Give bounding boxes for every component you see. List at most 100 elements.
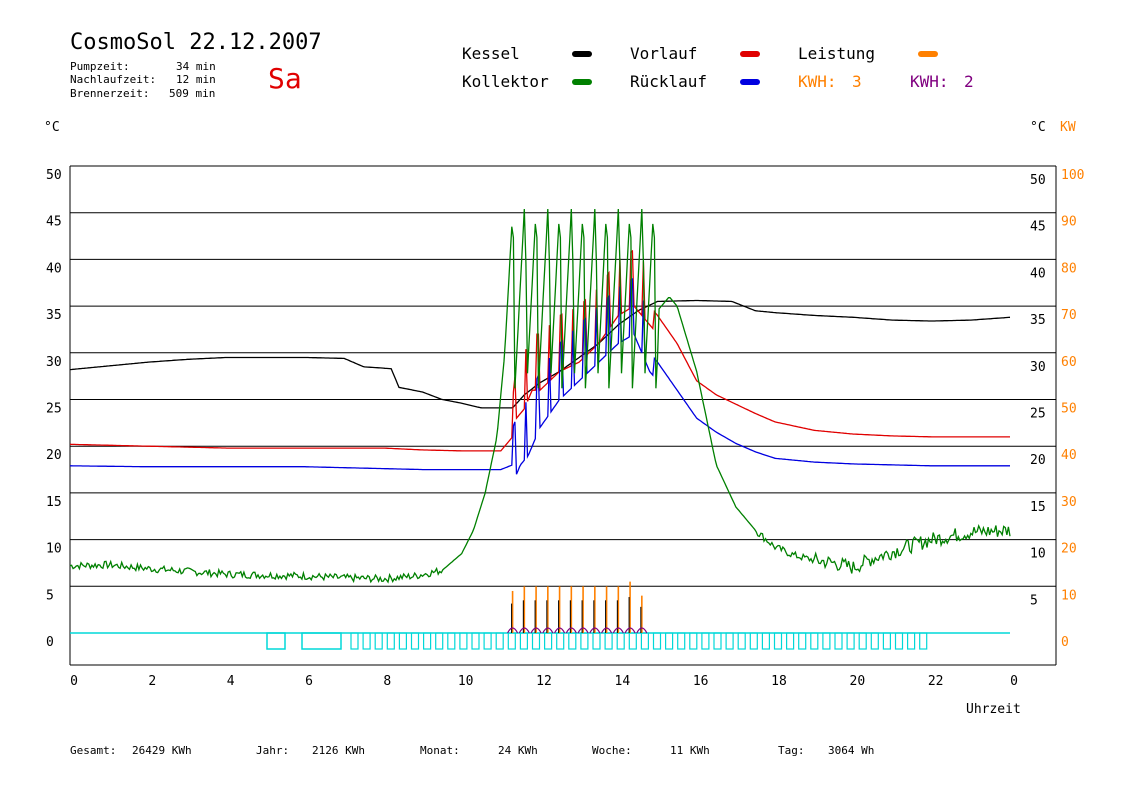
x-tick-label: 22 bbox=[928, 674, 944, 689]
footer-tag-value: 3064 Wh bbox=[828, 744, 875, 757]
y-tick-label: 35 bbox=[46, 308, 62, 323]
footer-jahr-value: 2126 KWh bbox=[312, 744, 365, 757]
chart-title: CosmoSol 22.12.2007 bbox=[70, 30, 322, 55]
interval-box bbox=[701, 632, 710, 650]
stat-brennerzeit-label: Brennerzeit: bbox=[70, 87, 150, 100]
interval-box bbox=[846, 632, 855, 650]
y2-tick-label: 70 bbox=[1061, 308, 1077, 323]
interval-box bbox=[749, 632, 758, 650]
interval-box bbox=[822, 632, 831, 650]
x-tick-label: 14 bbox=[615, 674, 631, 689]
interval-box bbox=[410, 632, 420, 650]
series-rcklauf-line bbox=[70, 277, 1010, 475]
legend-leistung-swatch bbox=[918, 51, 938, 57]
kwh-bump bbox=[589, 627, 601, 634]
right-axis-power-unit: KW bbox=[1060, 120, 1076, 135]
interval-box bbox=[483, 632, 492, 650]
interval-box bbox=[737, 632, 746, 650]
y2-tick-label: 40 bbox=[1061, 448, 1077, 463]
kwh-bump bbox=[577, 627, 589, 634]
interval-box bbox=[640, 632, 650, 650]
right-axis-temp-unit: °C bbox=[1030, 120, 1046, 135]
kwh-bump bbox=[542, 627, 554, 634]
y-right-tick-label: 30 bbox=[1030, 360, 1046, 375]
stat-pumpzeit-value: 34 min bbox=[176, 60, 216, 73]
kwh-bump bbox=[624, 627, 636, 634]
y-tick-label: 45 bbox=[46, 215, 62, 230]
y2-tick-label: 10 bbox=[1061, 588, 1077, 603]
interval-box bbox=[664, 632, 674, 650]
x-tick-label: 12 bbox=[536, 674, 552, 689]
y-tick-label: 20 bbox=[46, 448, 62, 463]
kwh-bump bbox=[507, 627, 519, 634]
y-right-tick-label: 35 bbox=[1030, 313, 1046, 328]
interval-box bbox=[785, 632, 795, 650]
footer-gesamt-label: Gesamt: bbox=[70, 744, 117, 757]
interval-box bbox=[713, 632, 722, 650]
legend-kwh2-label: KWH: bbox=[910, 72, 949, 91]
stat-brennerzeit-value: 509 min bbox=[169, 87, 216, 100]
legend-kwh1-label: KWH: bbox=[798, 72, 837, 91]
interval-box bbox=[834, 632, 843, 650]
interval-box bbox=[386, 632, 395, 650]
interval-box bbox=[773, 632, 783, 650]
stat-pumpzeit-label: Pumpzeit: bbox=[70, 60, 130, 73]
footer-gesamt-value: 26429 KWh bbox=[132, 744, 192, 757]
left-axis-unit: °C bbox=[44, 120, 60, 135]
interval-box bbox=[543, 632, 553, 650]
kwh-bump bbox=[554, 627, 566, 634]
x-tick-label: 6 bbox=[305, 674, 313, 689]
interval-box bbox=[459, 632, 468, 650]
series-vorlauf-line bbox=[69, 249, 1010, 452]
legend-kollektor-swatch bbox=[572, 79, 592, 85]
interval-box bbox=[519, 632, 529, 650]
y-right-tick-label: 10 bbox=[1030, 547, 1046, 562]
interval-box bbox=[435, 632, 444, 650]
interval-box bbox=[471, 632, 480, 650]
y2-tick-label: 90 bbox=[1061, 215, 1077, 230]
interval-box bbox=[266, 632, 286, 650]
interval-box bbox=[652, 632, 662, 650]
y2-tick-label: 20 bbox=[1061, 542, 1077, 557]
y-tick-label: 10 bbox=[46, 542, 62, 557]
legend-kwh2-value: 2 bbox=[964, 72, 974, 91]
x-axis-label: Uhrzeit bbox=[966, 702, 1021, 717]
footer-woche-label: Woche: bbox=[592, 744, 632, 757]
y-tick-label: 40 bbox=[46, 261, 62, 276]
y-tick-label: 0 bbox=[46, 635, 54, 650]
kwh-bump bbox=[601, 627, 613, 634]
interval-box bbox=[725, 632, 734, 650]
interval-box bbox=[616, 632, 625, 650]
y-tick-label: 15 bbox=[46, 495, 62, 510]
footer-woche-value: 11 KWh bbox=[670, 744, 710, 757]
interval-box bbox=[810, 632, 819, 650]
interval-box bbox=[592, 632, 601, 650]
interval-box bbox=[882, 632, 892, 650]
interval-box bbox=[531, 632, 541, 650]
interval-box bbox=[604, 632, 613, 650]
footer-monat-value: 24 KWh bbox=[498, 744, 538, 757]
interval-box bbox=[906, 632, 916, 650]
x-tick-label: 20 bbox=[850, 674, 866, 689]
interval-box bbox=[398, 632, 407, 650]
interval-box bbox=[507, 632, 516, 650]
kwh-bump bbox=[565, 627, 577, 634]
legend-kollektor-label: Kollektor bbox=[462, 72, 549, 91]
x-tick-label: 0 bbox=[1010, 674, 1018, 689]
y2-tick-label: 0 bbox=[1061, 635, 1069, 650]
interval-box bbox=[628, 632, 637, 650]
y-right-tick-label: 20 bbox=[1030, 453, 1046, 468]
kwh-bump bbox=[518, 627, 530, 634]
y2-tick-label: 50 bbox=[1061, 402, 1077, 417]
y-tick-label: 5 bbox=[46, 588, 54, 603]
interval-box bbox=[350, 632, 359, 650]
interval-box bbox=[689, 632, 698, 650]
legend-vorlauf-swatch bbox=[740, 51, 760, 57]
legend-kessel-swatch bbox=[572, 51, 592, 57]
y-right-tick-label: 40 bbox=[1030, 266, 1046, 281]
y-right-tick-label: 50 bbox=[1030, 173, 1046, 188]
interval-box bbox=[556, 632, 565, 650]
legend-ruecklauf-swatch bbox=[740, 79, 760, 85]
stat-nachlaufzeit-value: 12 min bbox=[176, 73, 216, 86]
interval-box bbox=[301, 632, 342, 650]
